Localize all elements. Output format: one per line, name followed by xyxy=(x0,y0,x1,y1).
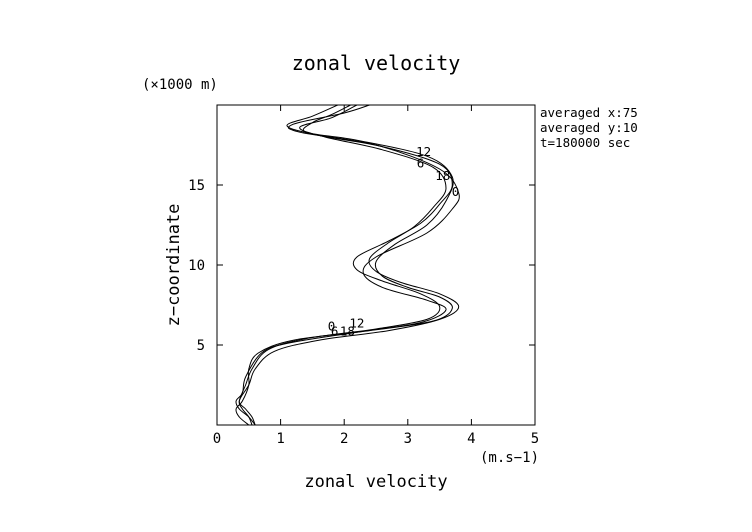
y-unit-label: (×1000 m) xyxy=(142,77,218,93)
series-group xyxy=(235,104,460,426)
series-label-top-2: 6 xyxy=(417,155,425,170)
series-label-bottom-1: 12 xyxy=(349,315,364,330)
annotation-2: averaged y:10 xyxy=(540,120,638,135)
y-axis-label: z−coordinate xyxy=(164,204,184,327)
x-tick-label-2: 2 xyxy=(340,431,348,447)
annotation-1: averaged x:75 xyxy=(540,105,638,120)
x-tick-label-1: 1 xyxy=(276,431,284,447)
series-label-bottom-3: 18 xyxy=(340,323,355,338)
y-tick-label-2: 15 xyxy=(188,178,205,194)
y-tick-label-1: 10 xyxy=(188,258,205,274)
x-tick-label-0: 0 xyxy=(213,431,221,447)
x-unit-label: (m.s−1) xyxy=(480,450,539,466)
y-tick-label-0: 5 xyxy=(197,338,205,354)
series-label-bottom-0: 0 xyxy=(328,319,336,334)
x-tick-label-3: 3 xyxy=(404,431,412,447)
series-label-top-3: 18 xyxy=(435,168,450,183)
series-label-bottom-2: 6 xyxy=(331,323,339,338)
x-tick-label-5: 5 xyxy=(531,431,539,447)
series-line-2 xyxy=(238,104,453,426)
chart-title: zonal velocity xyxy=(292,51,461,75)
series-line-3 xyxy=(238,104,460,426)
plot-frame xyxy=(216,104,536,426)
y-axis: 5 10 15 xyxy=(188,178,535,354)
annotation-3: t=180000 sec xyxy=(540,135,630,150)
x-tick-label-4: 4 xyxy=(467,431,475,447)
series-label-top-0: 0 xyxy=(452,184,460,199)
series-label-top-1: 12 xyxy=(416,144,431,159)
x-axis-label: zonal velocity xyxy=(304,472,447,492)
